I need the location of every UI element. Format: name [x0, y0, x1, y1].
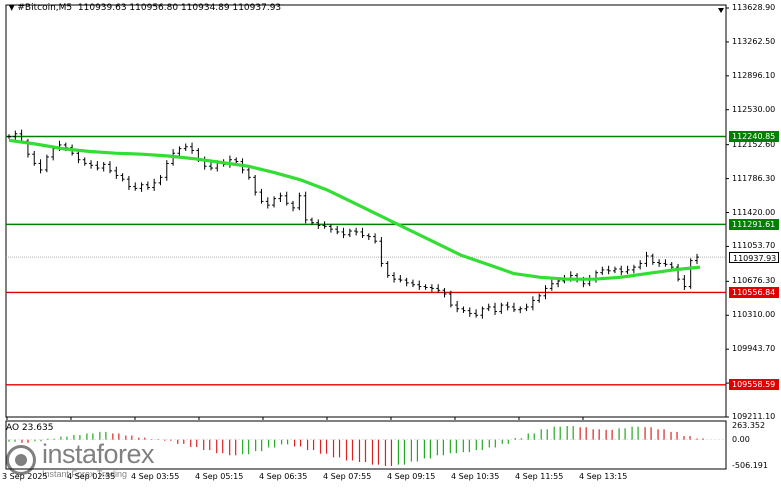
collapse-triangle-icon[interactable]: ▼	[9, 4, 15, 12]
moving-average-line	[8, 138, 701, 281]
level-price-label: 109558.59	[729, 379, 779, 391]
price-axis-label: 110310.00	[732, 310, 776, 320]
ohlc-values: 110939.63 110956.80 110934.89 110937.93	[77, 3, 282, 13]
time-axis-label: 4 Sep 06:35	[259, 472, 308, 481]
time-axis-label: 4 Sep 02:35	[67, 472, 116, 481]
time-axis-label: 4 Sep 05:15	[195, 472, 244, 481]
time-axis-label: 3 Sep 2025	[2, 472, 48, 481]
time-axis-label: 4 Sep 09:15	[387, 472, 436, 481]
level-price-label: 110556.84	[729, 286, 779, 298]
price-axis-label: 109211.10	[732, 412, 776, 421]
indicator-axis-label: 263.352	[732, 421, 766, 430]
current-price-label: 110937.93	[729, 251, 779, 263]
price-axis-label: 113628.90	[732, 3, 776, 12]
price-axis-label: 111053.70	[732, 241, 776, 251]
price-axis-label: 109943.70	[732, 344, 776, 354]
indicator-header: AO 23.635	[6, 423, 54, 433]
time-axis-label: 4 Sep 07:55	[323, 472, 372, 481]
time-axis-label: 4 Sep 03:55	[131, 472, 180, 481]
watermark-brand: instaforex	[42, 439, 155, 469]
price-axis-label: 112530.00	[732, 104, 776, 114]
level-price-label: 111291.61	[729, 218, 779, 230]
time-axis-label: 4 Sep 13:15	[579, 472, 628, 481]
price-axis-label: 112152.60	[732, 139, 776, 149]
instaforex-watermark: instaforex Instant Forex Trading	[6, 439, 155, 479]
indicator-axis-label: 0.00	[732, 434, 750, 444]
price-axis-label: 111420.00	[732, 207, 776, 217]
price-axis-label: 111786.30	[732, 173, 776, 183]
indicator-axis-label: -506.191	[732, 461, 768, 470]
price-axis-label: 112896.10	[732, 70, 776, 80]
symbol-label: #Bitcoin,M5	[17, 3, 73, 13]
price-axis-label: 113262.50	[732, 36, 776, 46]
chart-header: ▼ #Bitcoin,M5 110939.63 110956.80 110934.…	[9, 3, 281, 13]
watermark-tagline: Instant Forex Trading	[42, 469, 128, 479]
instaforex-logo-icon	[6, 445, 36, 475]
time-axis-label: 4 Sep 10:35	[451, 472, 500, 481]
indicator-frame	[5, 420, 727, 470]
level-price-label: 112240.85	[729, 131, 779, 142]
main-plot-frame	[5, 4, 727, 418]
time-axis-label: 4 Sep 11:55	[515, 472, 564, 481]
price-axis-label: 110676.30	[732, 276, 776, 286]
shift-marker-icon	[718, 8, 724, 13]
